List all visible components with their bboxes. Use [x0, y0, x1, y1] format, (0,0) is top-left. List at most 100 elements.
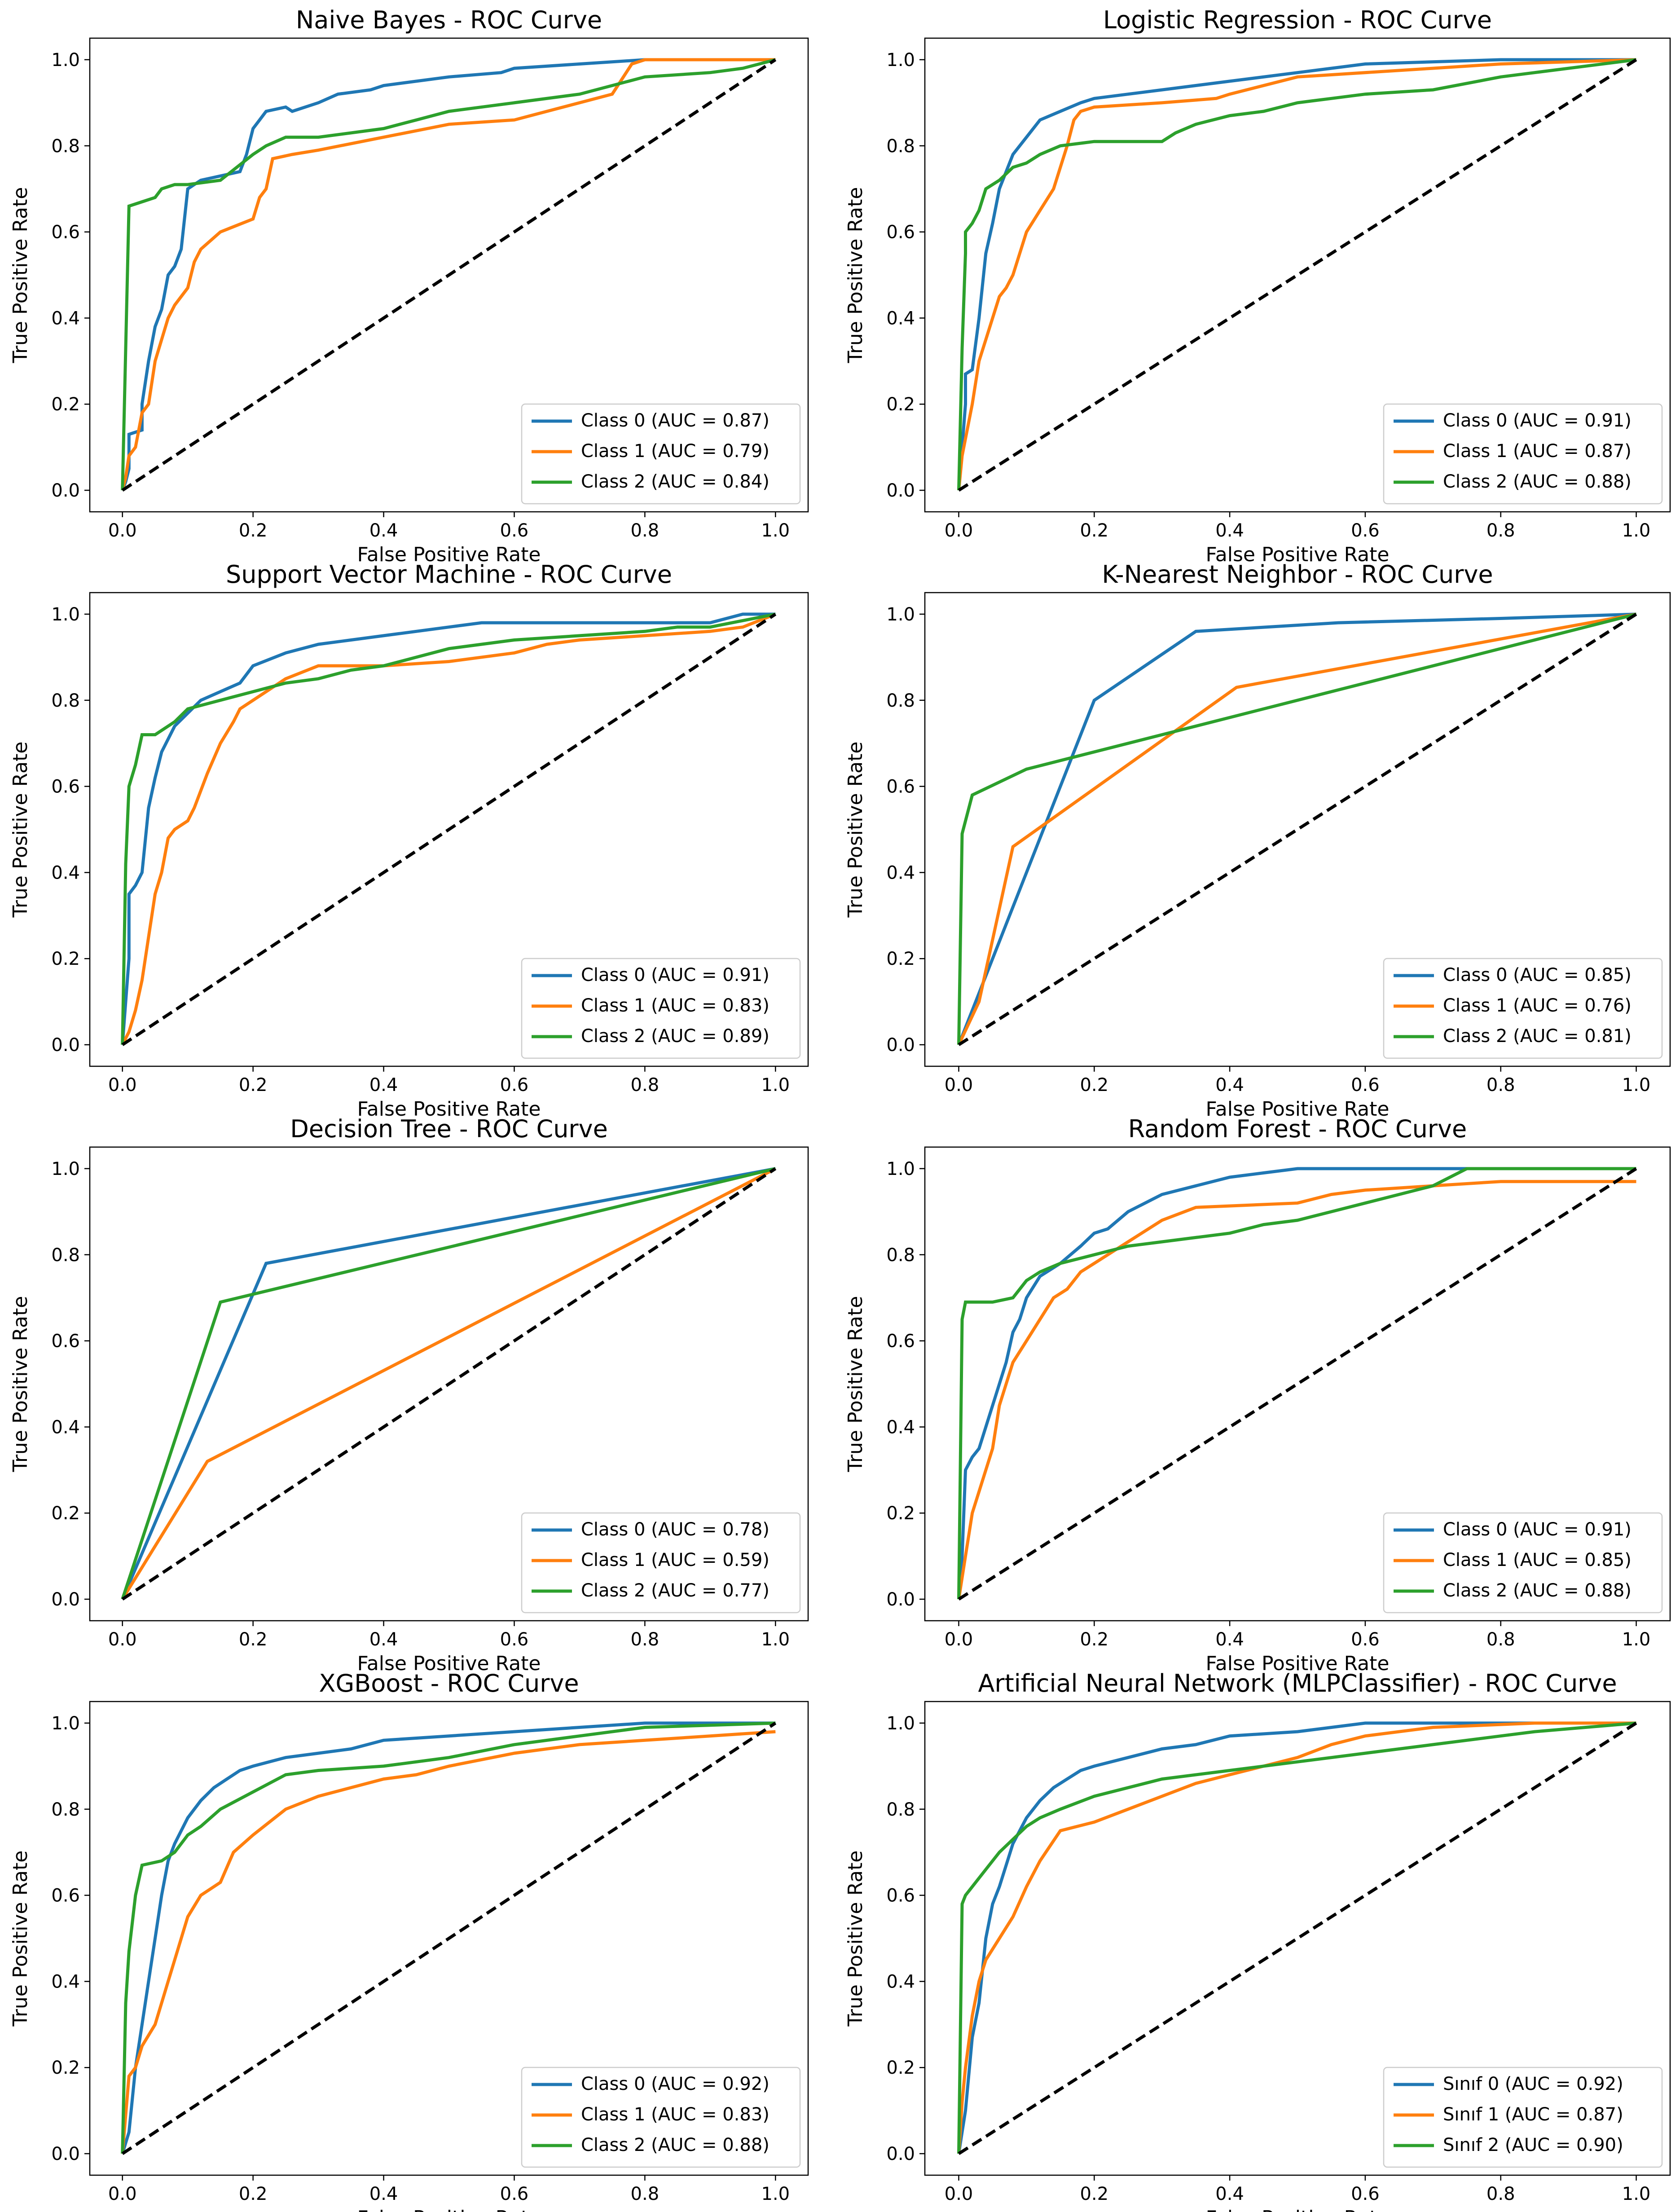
y-axis-label: True Positive Rate	[844, 1296, 867, 1473]
x-tick-label: 1.0	[761, 2184, 790, 2204]
x-tick-label: 0.2	[1080, 1075, 1108, 1095]
legend-entry: Class 1 (AUC = 0.79)	[581, 441, 770, 462]
chart-title: Decision Tree - ROC Curve	[290, 1115, 608, 1143]
y-tick-label: 0.8	[886, 690, 915, 711]
y-tick-label: 0.8	[51, 1245, 80, 1266]
x-tick-label: 0.8	[1486, 520, 1515, 541]
y-tick-label: 0.6	[886, 1331, 915, 1352]
legend-entry: Sınıf 0 (AUC = 0.92)	[1443, 2074, 1623, 2094]
legend: Class 0 (AUC = 0.87) Class 1 (AUC = 0.79)…	[521, 403, 801, 505]
x-tick-label: 0.2	[1080, 520, 1108, 541]
legend-entry: Class 2 (AUC = 0.88)	[581, 2135, 770, 2155]
y-tick-label: 0.6	[886, 1886, 915, 1906]
roc-line-class-2	[957, 612, 1637, 1045]
legend-box	[1383, 403, 1663, 505]
legend-entry: Class 1 (AUC = 0.83)	[581, 995, 770, 1016]
chart-title: Naive Bayes - ROC Curve	[296, 6, 602, 34]
legend-entry: Sınıf 2 (AUC = 0.90)	[1443, 2135, 1623, 2155]
y-tick-label: 0.6	[51, 1886, 80, 1906]
y-tick-label: 0.0	[51, 1589, 80, 1610]
legend-entry: Class 1 (AUC = 0.87)	[1443, 441, 1632, 462]
x-axis-label: False Positive Rate	[1206, 2207, 1390, 2212]
roc-panel-4: K-Nearest Neighbor - ROC Curve 0.0 0.2 0.4 0…	[844, 560, 1671, 1121]
roc-line-class-2	[957, 1167, 1636, 1600]
y-tick-label: 0.0	[51, 1035, 80, 1055]
x-tick-label: 0.6	[500, 1075, 529, 1095]
x-tick-label: 0.8	[1486, 1629, 1515, 1650]
plot-area	[957, 1721, 1637, 2155]
y-tick-label: 0.0	[51, 2144, 80, 2164]
diagonal-reference-line	[121, 58, 777, 492]
plot-area	[121, 58, 777, 492]
legend-entry: Class 1 (AUC = 0.85)	[1443, 1550, 1632, 1570]
legend-entry: Class 2 (AUC = 0.89)	[581, 1026, 770, 1047]
y-tick-label: 0.6	[886, 777, 915, 797]
y-axis-label: True Positive Rate	[9, 187, 32, 364]
legend-box	[1383, 1512, 1663, 1614]
x-tick-label: 0.2	[239, 1075, 268, 1095]
x-tick-label: 0.6	[500, 1629, 529, 1650]
x-tick-label: 0.4	[1215, 1075, 1244, 1095]
legend-entry: Class 2 (AUC = 0.88)	[1443, 471, 1632, 492]
x-axis-label: False Positive Rate	[357, 1098, 541, 1121]
x-tick-label: 1.0	[761, 1075, 790, 1095]
x-tick-label: 0.6	[1351, 2184, 1380, 2204]
y-tick-label: 1.0	[51, 50, 80, 70]
roc-line-class-1	[121, 1167, 776, 1600]
y-tick-label: 0.4	[886, 1971, 915, 1992]
x-tick-label: 0.6	[1351, 1629, 1380, 1650]
roc-line-class-1	[957, 1180, 1636, 1600]
x-tick-label: 0.6	[500, 520, 529, 541]
diagonal-reference-line	[121, 1167, 777, 1601]
legend: Class 0 (AUC = 0.91) Class 1 (AUC = 0.83)…	[521, 958, 801, 1059]
x-tick-label: 0.4	[369, 520, 398, 541]
roc-line-class-1	[957, 612, 1637, 1046]
x-tick-label: 0.0	[945, 1075, 973, 1095]
roc-line-class-0	[957, 58, 1636, 491]
y-tick-label: 0.4	[886, 308, 915, 329]
x-axis-label: False Positive Rate	[1206, 1098, 1390, 1121]
diagonal-reference-line	[121, 613, 777, 1046]
legend: Class 0 (AUC = 0.85) Class 1 (AUC = 0.76)…	[1383, 958, 1663, 1059]
y-tick-label: 0.0	[886, 1589, 915, 1610]
legend-entry: Class 2 (AUC = 0.81)	[1443, 1026, 1632, 1047]
y-tick-label: 0.8	[51, 1799, 80, 1820]
x-tick-label: 0.6	[1351, 1075, 1380, 1095]
roc-line-class-2	[121, 612, 776, 1045]
roc-line-class-1	[121, 1730, 776, 2154]
y-tick-label: 0.2	[886, 949, 915, 969]
x-tick-label: 0.8	[631, 1075, 660, 1095]
y-tick-label: 0.8	[886, 1245, 915, 1266]
legend-box	[521, 2067, 801, 2168]
roc-line-class-0	[121, 1721, 776, 2155]
x-tick-label: 0.0	[108, 520, 137, 541]
x-tick-label: 0.2	[1080, 1629, 1108, 1650]
legend-entry: Class 0 (AUC = 0.92)	[581, 2074, 770, 2094]
axes-frame	[924, 592, 1671, 1067]
y-tick-label: 0.8	[886, 1799, 915, 1820]
axes-frame	[89, 37, 809, 513]
legend: Class 0 (AUC = 0.92) Class 1 (AUC = 0.83)…	[521, 2067, 801, 2168]
chart-title: Artificial Neural Network (MLPClassifier…	[978, 1669, 1617, 1697]
x-tick-label: 0.4	[1215, 2184, 1244, 2204]
y-tick-label: 0.6	[51, 777, 80, 797]
legend-entry: Class 0 (AUC = 0.78)	[581, 1519, 770, 1540]
x-tick-label: 0.4	[369, 1629, 398, 1650]
y-tick-label: 0.8	[51, 690, 80, 711]
x-tick-label: 0.8	[631, 520, 660, 541]
y-tick-label: 0.0	[51, 480, 80, 501]
y-tick-label: 0.8	[886, 136, 915, 157]
x-tick-label: 1.0	[761, 520, 790, 541]
plot-area	[957, 58, 1637, 492]
x-tick-label: 0.6	[1351, 520, 1380, 541]
roc-panel-1: Naive Bayes - ROC Curve 0.0 0.2 0.4 0.6 0.8 1.…	[9, 6, 809, 566]
roc-panel-6: Random Forest - ROC Curve 0.0 0.2 0.4 0.6 0.8…	[844, 1115, 1671, 1675]
y-tick-label: 1.0	[886, 1159, 915, 1179]
y-tick-label: 1.0	[51, 604, 80, 625]
x-axis-label: False Positive Rate	[357, 1652, 541, 1675]
roc-panel-5: Decision Tree - ROC Curve 0.0 0.2 0.4 0.6 0.8…	[9, 1115, 809, 1675]
x-tick-label: 1.0	[1622, 1629, 1651, 1650]
x-tick-label: 0.8	[631, 1629, 660, 1650]
roc-panel-3: Support Vector Machine - ROC Curve 0.0 0.2…	[9, 560, 809, 1121]
legend: Sınıf 0 (AUC = 0.92) Sınıf 1 (AUC = 0.87)…	[1383, 2067, 1663, 2168]
